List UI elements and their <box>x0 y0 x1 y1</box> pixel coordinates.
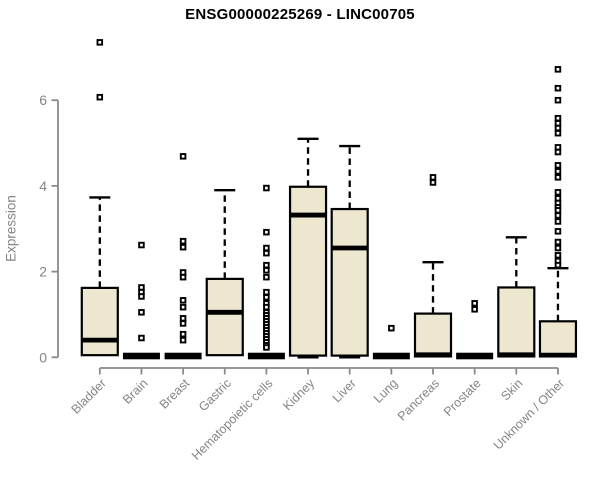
y-tick-label: 2 <box>39 264 47 280</box>
outlier-point <box>554 207 562 214</box>
iqr-box <box>538 320 578 358</box>
outlier-point <box>263 273 270 281</box>
outlier-point <box>179 237 187 245</box>
outlier-point <box>263 267 270 274</box>
outlier-point <box>263 228 270 236</box>
x-tick-label-unknown-other: Unknown / Other <box>491 376 567 452</box>
x-tick-label-liver: Liver <box>330 376 359 405</box>
box-breast <box>164 153 202 360</box>
outlier-point <box>554 212 562 219</box>
box-lung <box>372 324 410 360</box>
box-gastric <box>205 188 244 357</box>
outlier-point <box>554 218 562 225</box>
y-tick-label: 6 <box>39 92 47 108</box>
outlier-point <box>554 162 562 169</box>
x-tick-label-lung: Lung <box>371 376 401 406</box>
outlier-point <box>138 334 145 342</box>
outlier-point <box>554 168 562 175</box>
iqr-box <box>413 312 453 358</box>
y-axis-label: Expression <box>3 195 19 262</box>
outlier-point <box>388 324 395 332</box>
box-bladder <box>80 39 119 357</box>
box-liver <box>330 144 369 359</box>
outlier-point <box>554 261 562 269</box>
outlier-point <box>263 249 270 257</box>
box-prostate <box>456 300 494 360</box>
x-tick-label-brain: Brain <box>120 376 151 407</box>
outlier-point <box>554 148 562 156</box>
outlier-point <box>263 184 270 192</box>
x-tick-label-prostate: Prostate <box>441 376 484 419</box>
outlier-point <box>179 320 187 327</box>
iqr-box <box>288 185 328 357</box>
outlier-point <box>263 288 270 296</box>
box-kidney <box>288 137 328 359</box>
outlier-point <box>179 336 187 344</box>
y-axis: 0 2 4 6 <box>39 92 59 365</box>
x-tick-label-pancreas: Pancreas <box>395 376 442 423</box>
outlier-point <box>179 153 187 160</box>
box-skin <box>497 236 536 358</box>
outlier-point <box>554 84 562 92</box>
collapsed-box <box>164 352 202 360</box>
outlier-point <box>554 174 562 181</box>
outlier-point <box>96 39 104 46</box>
x-tick-label-breast: Breast <box>157 376 193 412</box>
outlier-point <box>138 293 145 300</box>
outlier-point <box>263 344 270 351</box>
outlier-point <box>263 294 270 301</box>
box-brain <box>122 241 160 360</box>
outlier-point <box>179 330 187 338</box>
iqr-box <box>497 286 536 358</box>
outlier-point <box>263 303 270 311</box>
outlier-point <box>554 66 562 73</box>
outlier-point <box>179 297 187 304</box>
chart-title: ENSG00000225269 - LINC00705 <box>185 6 415 23</box>
outlier-point <box>554 252 562 259</box>
outlier-point <box>429 174 437 181</box>
box-unknown-other <box>538 66 578 358</box>
outlier-point <box>138 309 145 316</box>
outlier-point <box>554 244 562 252</box>
collapsed-box <box>122 352 160 360</box>
x-tick-label-kidney: Kidney <box>280 376 317 413</box>
x-tick-label-skin: Skin <box>498 376 525 403</box>
outlier-point <box>179 273 187 281</box>
box-hematopoietic-cells <box>247 184 285 360</box>
outlier-point <box>179 243 187 251</box>
collapsed-box <box>247 352 285 360</box>
iqr-box <box>330 207 369 357</box>
x-tick-label-bladder: Bladder <box>69 376 109 416</box>
x-tick-label-hematopoietic-cells: Hematopoietic cells <box>189 376 276 463</box>
outlier-point <box>263 261 270 269</box>
outlier-point <box>554 124 562 132</box>
iqr-box <box>80 286 119 357</box>
outlier-point <box>554 129 562 137</box>
outlier-point <box>554 189 562 196</box>
x-tick-label-gastric: Gastric <box>196 376 234 414</box>
outlier-point <box>471 306 478 313</box>
y-tick-label: 4 <box>39 178 47 194</box>
outlier-point <box>138 241 145 249</box>
outlier-point <box>471 300 478 307</box>
outlier-point <box>554 114 562 122</box>
outlier-point <box>96 93 104 101</box>
box-pancreas <box>413 174 453 358</box>
iqr-box <box>205 277 244 357</box>
collapsed-box <box>456 352 494 360</box>
outlier-point <box>554 238 562 246</box>
outlier-point <box>179 315 187 322</box>
outlier-point <box>263 244 270 252</box>
outlier-point <box>554 228 562 235</box>
y-tick-label: 0 <box>39 349 47 365</box>
outlier-point <box>179 303 187 311</box>
outlier-point <box>429 179 437 186</box>
outlier-point <box>554 96 562 104</box>
collapsed-box <box>372 352 410 360</box>
